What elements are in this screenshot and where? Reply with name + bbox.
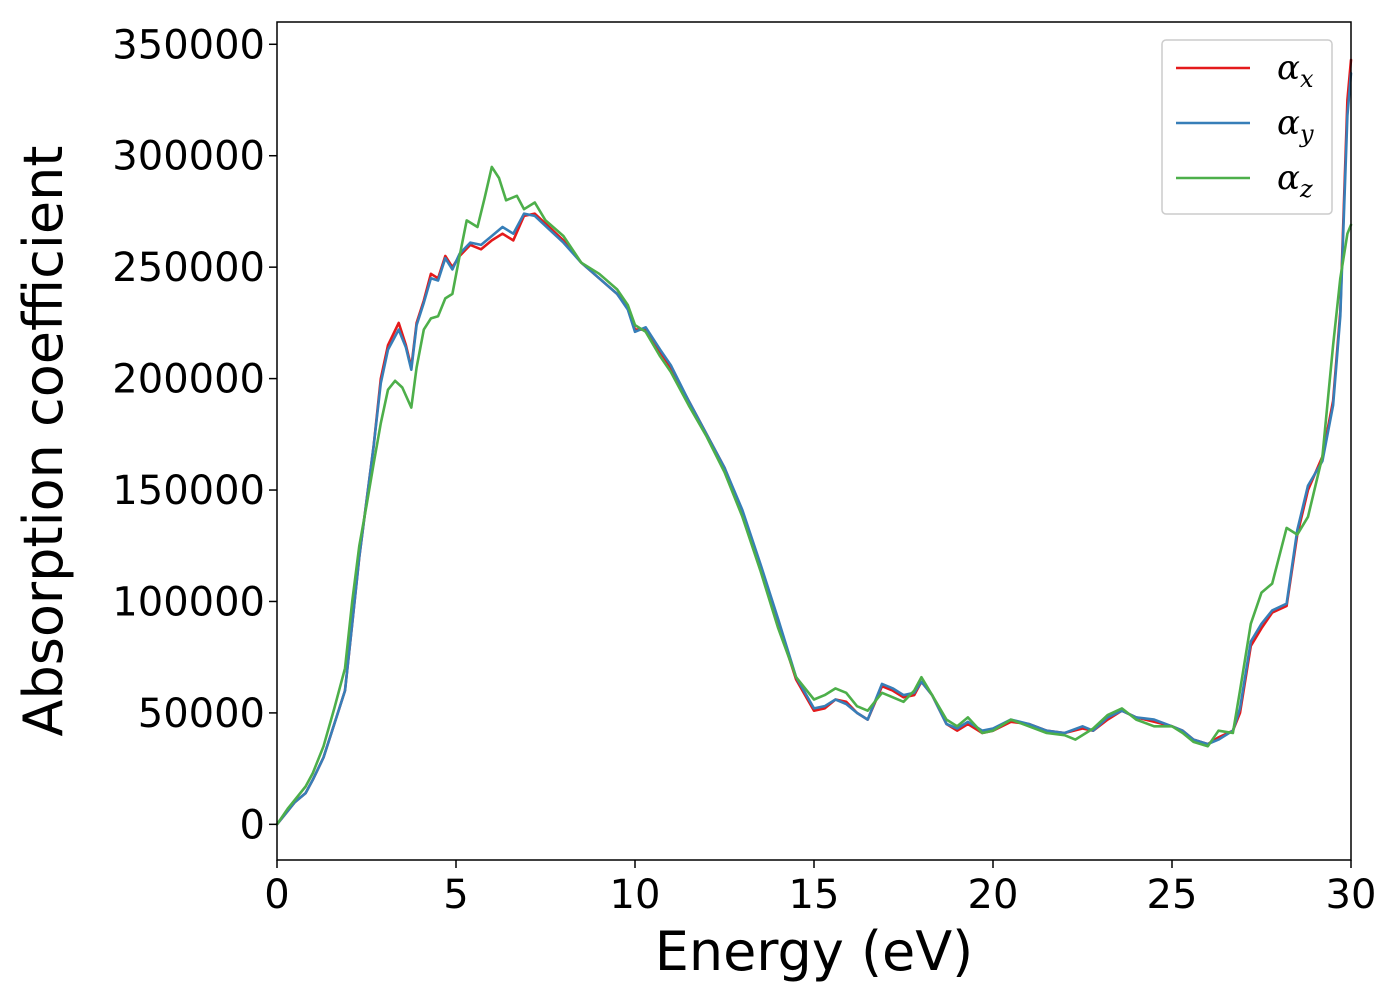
- y-axis: 0 50000 100000 150000 200000 250000 300000 3500…: [112, 22, 277, 848]
- x-tick-label: 15: [789, 872, 840, 918]
- x-axis-label: Energy (eV): [655, 920, 974, 983]
- series-line-y: [275, 72, 1353, 826]
- y-tick-label: 250000: [112, 245, 265, 291]
- legend-label-x: αx: [1277, 48, 1314, 93]
- legend-label-y: αy: [1277, 103, 1314, 148]
- x-tick-label: 30: [1326, 872, 1377, 918]
- series-layer: [275, 58, 1353, 826]
- y-tick-label: 300000: [112, 134, 265, 180]
- y-tick-label: 50000: [138, 691, 265, 737]
- x-tick-label: 25: [1147, 872, 1198, 918]
- x-tick-label: 20: [968, 872, 1019, 918]
- legend-box: [1161, 39, 1333, 215]
- y-tick-label: 200000: [112, 357, 265, 403]
- legend: αx αy αz: [1161, 39, 1333, 215]
- x-tick-label: 0: [264, 872, 289, 918]
- x-tick-label: 5: [443, 872, 468, 918]
- x-axis: 0 5 10 15 20 25 30: [264, 860, 1376, 918]
- x-tick-label: 10: [610, 872, 661, 918]
- y-axis-label: Absorption coefficient: [12, 146, 75, 737]
- y-tick-label: 0: [240, 802, 265, 848]
- legend-label-z: αz: [1277, 158, 1313, 203]
- series-line-z: [275, 165, 1353, 826]
- y-tick-label: 350000: [112, 22, 265, 68]
- y-tick-label: 150000: [112, 468, 265, 514]
- y-tick-label: 100000: [112, 579, 265, 625]
